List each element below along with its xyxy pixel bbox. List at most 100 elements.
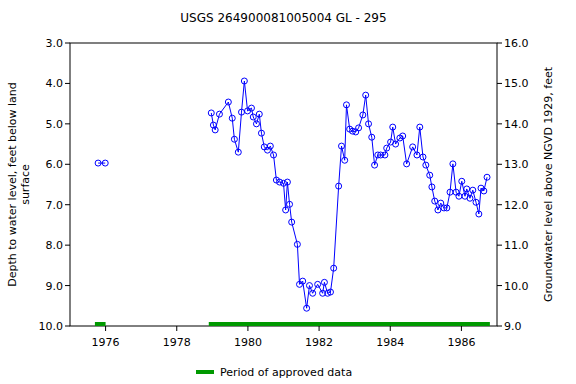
data-point bbox=[456, 193, 462, 199]
x-tick-label: 1976 bbox=[92, 336, 120, 349]
data-point bbox=[427, 172, 433, 178]
y2-tick bbox=[497, 326, 502, 327]
data-point bbox=[289, 219, 295, 225]
data-point bbox=[390, 124, 396, 130]
data-point bbox=[429, 184, 435, 190]
data-point bbox=[420, 154, 426, 160]
y-tick bbox=[65, 245, 70, 246]
data-point bbox=[476, 211, 482, 217]
y2-axis-label: Groundwater level above NGVD 1929, feet bbox=[542, 66, 555, 302]
data-point bbox=[382, 152, 388, 158]
x-tick bbox=[247, 326, 248, 331]
data-point bbox=[447, 189, 453, 195]
legend-label: Period of approved data bbox=[220, 366, 352, 379]
y-axis-label-line: Depth to water level, feet below land bbox=[6, 82, 19, 287]
y-tick bbox=[65, 326, 70, 327]
data-point bbox=[404, 161, 410, 167]
data-point bbox=[310, 290, 316, 296]
data-point bbox=[339, 143, 345, 149]
data-point bbox=[360, 112, 366, 118]
data-point bbox=[250, 114, 256, 120]
data-point bbox=[235, 149, 241, 155]
y2-tick bbox=[497, 245, 502, 246]
data-point bbox=[444, 205, 450, 211]
data-point bbox=[102, 160, 108, 166]
data-point bbox=[208, 110, 214, 116]
data-point bbox=[450, 161, 456, 167]
data-point bbox=[283, 207, 289, 213]
x-tick-label: 1982 bbox=[305, 336, 333, 349]
approved-period bbox=[209, 322, 490, 326]
data-point bbox=[435, 207, 441, 213]
data-point bbox=[384, 145, 390, 151]
data-point bbox=[294, 241, 300, 247]
y2-tick bbox=[497, 123, 502, 124]
data-point bbox=[231, 136, 237, 142]
y-tick-label: 6.0 bbox=[46, 158, 64, 171]
x-tick bbox=[105, 326, 106, 331]
y-tick bbox=[65, 43, 70, 44]
y2-tick bbox=[497, 285, 502, 286]
y-tick-label: 8.0 bbox=[46, 239, 64, 252]
data-point bbox=[481, 188, 487, 194]
data-point bbox=[256, 111, 262, 117]
data-point bbox=[417, 124, 423, 130]
data-point bbox=[393, 141, 399, 147]
data-point bbox=[253, 121, 259, 127]
y2-tick bbox=[497, 204, 502, 205]
y-tick-label: 7.0 bbox=[46, 199, 64, 212]
data-point bbox=[423, 162, 429, 168]
data-point bbox=[369, 134, 375, 140]
data-point bbox=[284, 179, 290, 185]
data-point bbox=[331, 265, 337, 271]
y2-tick bbox=[497, 83, 502, 84]
data-point bbox=[410, 144, 416, 150]
data-group bbox=[95, 78, 490, 324]
data-point bbox=[342, 157, 348, 163]
y2-tick-label: 9.0 bbox=[504, 320, 522, 333]
y2-tick-label: 16.0 bbox=[504, 37, 529, 50]
y2-tick bbox=[497, 43, 502, 44]
data-point bbox=[321, 279, 327, 285]
data-point bbox=[304, 305, 310, 311]
y-tick bbox=[65, 285, 70, 286]
y-tick-label: 5.0 bbox=[46, 118, 64, 131]
chart: USGS 264900081005004 GL - 29519761978198… bbox=[0, 0, 576, 384]
y-tick-label: 3.0 bbox=[46, 37, 64, 50]
y2-tick-label: 10.0 bbox=[504, 280, 529, 293]
y-tick bbox=[65, 83, 70, 84]
data-point bbox=[225, 99, 231, 105]
data-point bbox=[343, 102, 349, 108]
y2-tick-label: 15.0 bbox=[504, 77, 529, 90]
data-point bbox=[287, 201, 293, 207]
x-tick-label: 1986 bbox=[447, 336, 475, 349]
data-point bbox=[300, 278, 306, 284]
x-tick-label: 1978 bbox=[163, 336, 191, 349]
data-point bbox=[239, 109, 245, 115]
x-tick-label: 1984 bbox=[376, 336, 404, 349]
data-point bbox=[248, 105, 254, 111]
data-point bbox=[414, 152, 420, 158]
x-tick-label: 1980 bbox=[234, 336, 262, 349]
data-point bbox=[432, 198, 438, 204]
data-point bbox=[372, 162, 378, 168]
data-point bbox=[464, 186, 470, 192]
data-point bbox=[315, 281, 321, 287]
y-tick-label: 4.0 bbox=[46, 77, 64, 90]
plot-frame bbox=[70, 43, 497, 326]
y-tick-label: 10.0 bbox=[39, 320, 64, 333]
x-tick bbox=[390, 326, 391, 331]
y-tick-label: 9.0 bbox=[46, 280, 64, 293]
data-point bbox=[473, 199, 479, 205]
data-point bbox=[95, 160, 101, 166]
data-point bbox=[467, 195, 473, 201]
data-point bbox=[241, 78, 247, 84]
data-point bbox=[459, 178, 465, 184]
data-point bbox=[271, 152, 277, 158]
y2-tick bbox=[497, 164, 502, 165]
data-point bbox=[327, 289, 333, 295]
data-point bbox=[400, 133, 406, 139]
data-point bbox=[363, 92, 369, 98]
data-point bbox=[212, 127, 218, 133]
data-point bbox=[366, 121, 372, 127]
